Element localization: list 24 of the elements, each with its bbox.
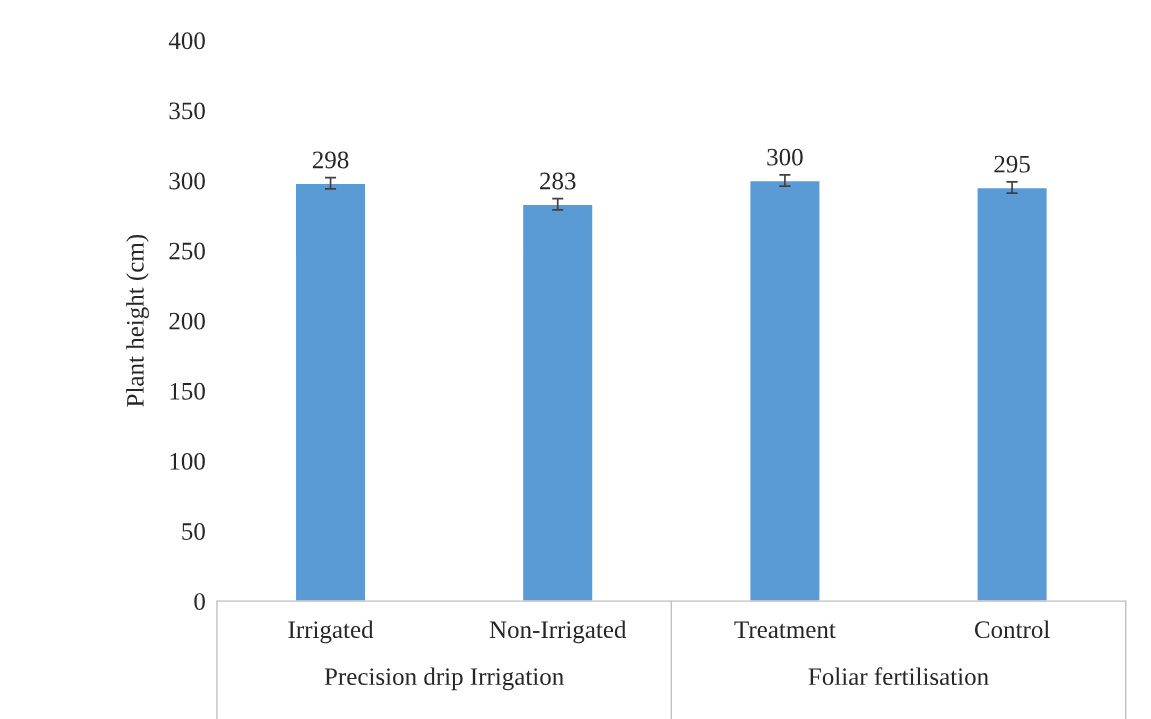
y-tick-label: 100 — [170, 452, 205, 470]
data-label: 298 — [312, 151, 349, 169]
data-label: 300 — [767, 148, 803, 166]
y-tick-label: 200 — [169, 312, 205, 330]
bar — [976, 186, 1048, 602]
x-tick-label: Irrigated — [288, 620, 374, 644]
data-label: 283 — [540, 172, 576, 190]
y-tick-label: 350 — [169, 102, 205, 120]
x-tick-label: Non-Irrigated — [489, 620, 627, 644]
bar — [294, 182, 367, 602]
y-tick-label: 0 — [194, 593, 205, 610]
bar — [749, 179, 821, 602]
text: Precision drip Irrigation — [324, 667, 564, 691]
bar — [521, 203, 594, 602]
y-tick-label: 400 — [168, 32, 205, 50]
y-axis-title: Plant height (cm) — [126, 234, 149, 407]
data-label: 295 — [994, 155, 1030, 173]
x-tick-label: Treatment — [734, 621, 836, 639]
y-tick-label: 150 — [170, 382, 205, 400]
y-tick-label: 250 — [169, 242, 205, 260]
text: Foliar fertilisation — [808, 667, 989, 686]
x-tick-label: Control — [974, 620, 1050, 639]
y-tick-label: 300 — [169, 172, 205, 190]
y-tick-label: 50 — [182, 523, 205, 540]
